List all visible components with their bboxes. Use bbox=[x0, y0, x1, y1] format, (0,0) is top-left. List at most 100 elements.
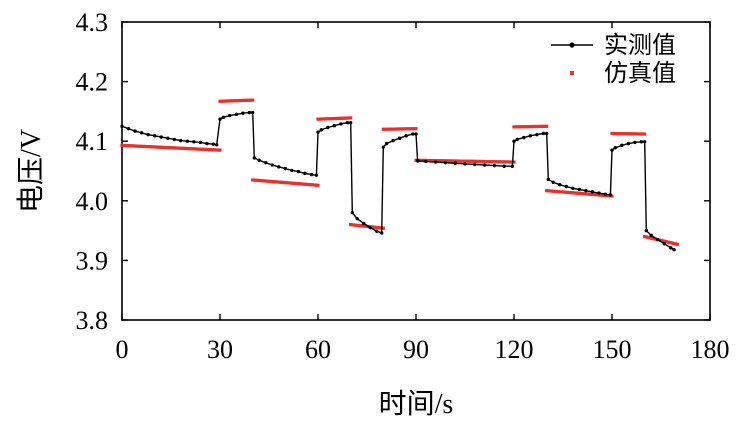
measured-point bbox=[492, 163, 497, 168]
simulated-point bbox=[396, 127, 400, 131]
simulated-point bbox=[588, 192, 592, 196]
measured-point bbox=[415, 159, 420, 163]
simulated-point bbox=[191, 147, 195, 151]
simulated-point bbox=[661, 239, 665, 243]
simulated-point bbox=[594, 193, 598, 197]
measured-point bbox=[608, 193, 613, 197]
simulated-point bbox=[167, 146, 171, 150]
y-axis-label: 电压/V bbox=[15, 129, 47, 213]
simulated-point bbox=[670, 241, 674, 245]
simulated-point bbox=[414, 127, 418, 131]
simulated-point bbox=[575, 191, 580, 195]
simulated-point bbox=[294, 181, 298, 186]
measured-point bbox=[215, 143, 219, 147]
simulated-point bbox=[514, 125, 518, 129]
simulated-point bbox=[530, 124, 534, 129]
simulated-point bbox=[398, 127, 402, 131]
measured-point bbox=[544, 131, 549, 136]
simulated-point bbox=[597, 193, 601, 197]
simulated-point bbox=[577, 191, 581, 195]
measured-point bbox=[669, 246, 673, 250]
simulated-point bbox=[439, 159, 444, 163]
measured-point bbox=[166, 136, 170, 140]
measured-point bbox=[597, 191, 601, 195]
simulated-point bbox=[385, 127, 389, 131]
simulated-point bbox=[329, 117, 333, 121]
simulated-point bbox=[352, 223, 356, 227]
simulated-point bbox=[320, 117, 324, 121]
simulated-point bbox=[283, 181, 287, 185]
simulated-point bbox=[441, 159, 445, 163]
simulated-point bbox=[252, 178, 257, 182]
simulated-point bbox=[557, 190, 561, 194]
measured-point bbox=[283, 166, 288, 171]
simulated-point bbox=[610, 131, 614, 136]
measured-point bbox=[332, 124, 337, 128]
simulated-point bbox=[496, 160, 500, 164]
simulated-point bbox=[361, 224, 365, 228]
simulated-point bbox=[652, 237, 656, 241]
measured-point bbox=[277, 165, 281, 169]
simulated-point bbox=[358, 224, 362, 228]
simulated-point bbox=[626, 132, 630, 136]
simulated-point bbox=[407, 127, 411, 131]
simulated-point bbox=[381, 127, 385, 131]
simulated-point bbox=[298, 182, 302, 186]
measured-point bbox=[391, 138, 395, 143]
measured-point bbox=[192, 140, 196, 144]
measured-point bbox=[228, 113, 232, 118]
simulated-point bbox=[561, 190, 565, 194]
y-tick-label: 4.2 bbox=[76, 68, 109, 97]
simulated-point bbox=[517, 125, 522, 129]
simulated-point bbox=[410, 127, 414, 131]
simulated-point bbox=[479, 159, 483, 164]
simulated-point bbox=[488, 160, 493, 164]
legend-measured-marker bbox=[569, 42, 575, 48]
simulated-point bbox=[136, 144, 140, 148]
simulated-point bbox=[501, 160, 505, 164]
simulated-point bbox=[663, 239, 667, 243]
simulated-point bbox=[269, 179, 273, 184]
simulated-point bbox=[149, 145, 153, 149]
simulated-point bbox=[632, 132, 636, 136]
legend-simulated-marker bbox=[570, 71, 574, 75]
measured-point bbox=[270, 163, 274, 167]
simulated-point bbox=[436, 159, 440, 163]
simulated-point bbox=[456, 159, 460, 163]
simulated-point bbox=[323, 117, 327, 121]
measured-point bbox=[603, 192, 608, 196]
simulated-point bbox=[142, 144, 146, 149]
simulated-point bbox=[205, 147, 209, 152]
simulated-point bbox=[225, 99, 229, 103]
simulated-point bbox=[405, 127, 409, 131]
simulated-point bbox=[341, 116, 346, 120]
measured-point bbox=[672, 247, 676, 252]
legend-measured-label: 实测值 bbox=[604, 32, 676, 59]
simulated-point bbox=[245, 98, 249, 102]
simulated-point bbox=[468, 159, 473, 163]
simulated-point bbox=[214, 148, 218, 152]
simulated-point bbox=[218, 148, 222, 152]
x-tick-label: 30 bbox=[207, 335, 233, 364]
simulated-point bbox=[583, 192, 587, 196]
measured-point bbox=[473, 162, 477, 167]
simulated-point bbox=[309, 183, 313, 187]
simulated-point bbox=[432, 159, 436, 163]
x-tick-label: 120 bbox=[495, 335, 534, 364]
simulated-point bbox=[122, 143, 126, 148]
simulated-point bbox=[483, 159, 487, 164]
simulated-point bbox=[158, 145, 162, 149]
simulated-point bbox=[506, 160, 511, 164]
measured-point bbox=[414, 132, 418, 136]
simulated-point bbox=[338, 116, 342, 120]
simulated-point bbox=[241, 98, 246, 103]
simulated-point bbox=[163, 145, 168, 150]
simulated-point bbox=[290, 181, 295, 185]
measured-point bbox=[252, 156, 256, 160]
simulated-point bbox=[278, 180, 282, 184]
simulated-point bbox=[472, 159, 476, 163]
simulated-point bbox=[334, 116, 338, 121]
simulated-point bbox=[650, 236, 654, 240]
measured-point bbox=[546, 177, 550, 182]
